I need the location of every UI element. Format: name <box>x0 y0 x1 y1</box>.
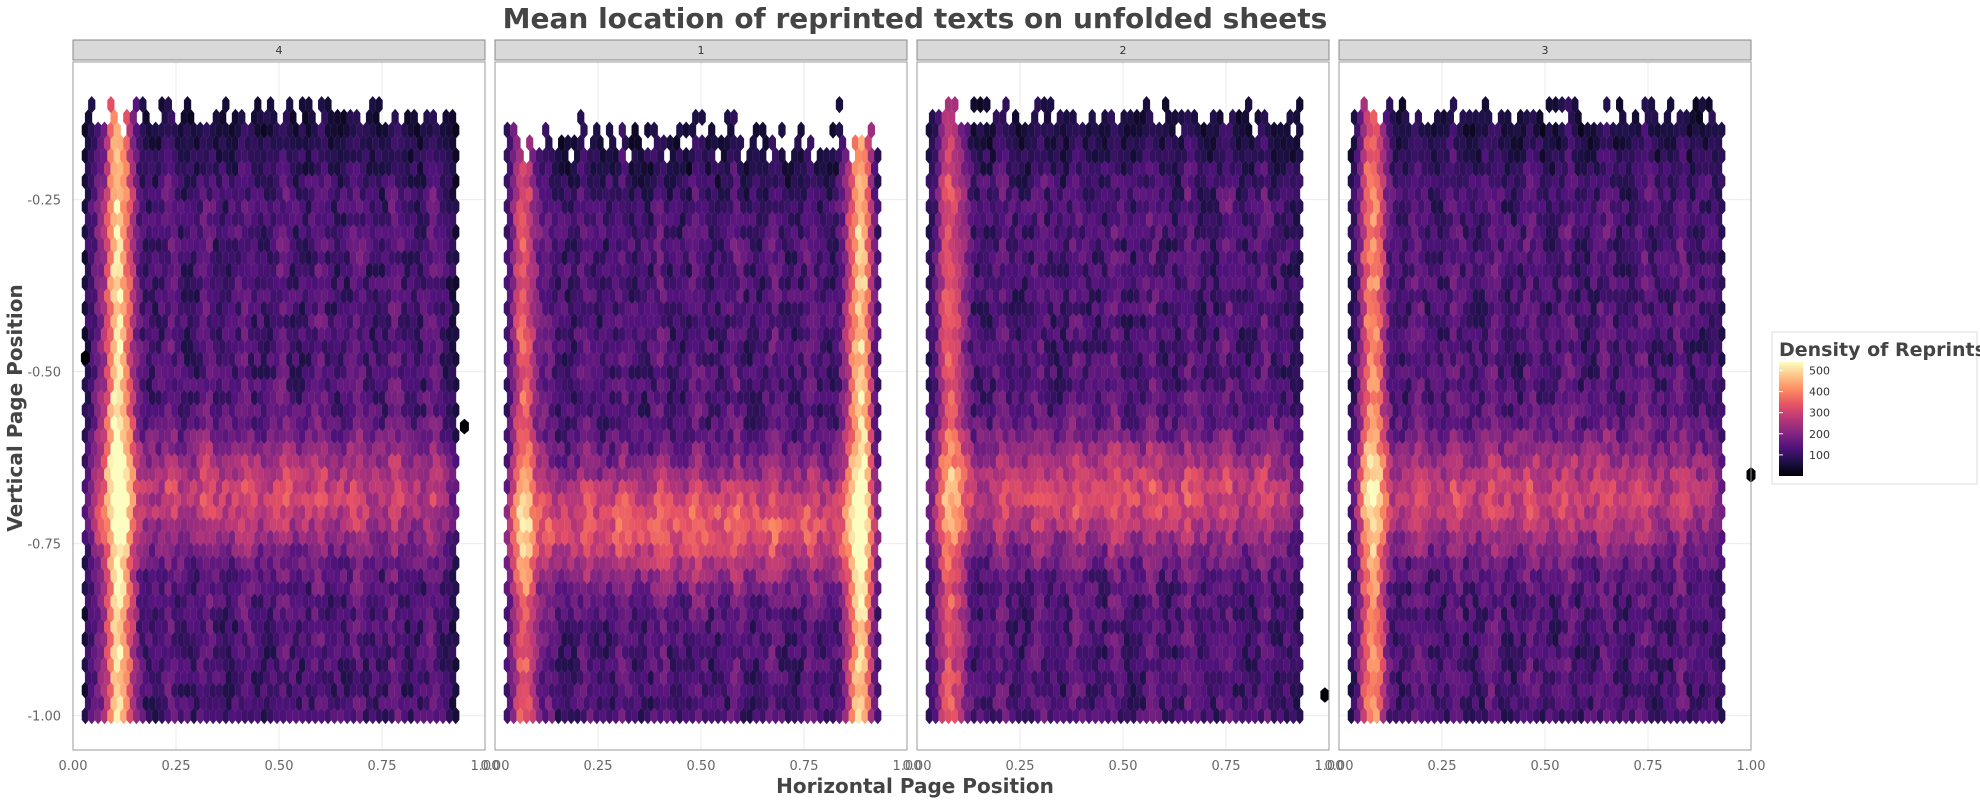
facet-panel-4: 40.00 0.25 0.50 0.75 1.00-0.25-0.50-0.75-1.0… <box>27 39 499 774</box>
x-tick-label: 0.75 <box>368 759 397 774</box>
facet-strip-label: 1 <box>698 44 705 57</box>
y-tick-label: -0.75 <box>27 538 61 553</box>
facet-strip <box>72 39 486 61</box>
x-axis-title: Horizontal Page Position <box>776 774 1054 798</box>
y-tick-label: -1.00 <box>27 710 61 725</box>
y-tick-label: -0.50 <box>27 366 61 381</box>
hexbin-cells <box>80 95 469 725</box>
y-tick-label: -0.25 <box>27 194 61 209</box>
x-tick-label: 0.50 <box>265 759 294 774</box>
chart-title: Mean location of reprinted texts on unfo… <box>503 2 1328 35</box>
facets-layer: 40.00 0.25 0.50 0.75 1.00-0.25-0.50-0.75-1.0… <box>27 39 1765 774</box>
facet-panel-1: 10.00 0.25 0.50 0.75 1.00 <box>481 39 921 774</box>
y-axis-title: Vertical Page Position <box>3 284 27 531</box>
x-tick-label: 0.25 <box>162 759 191 774</box>
facet-strip-label: 4 <box>276 44 283 57</box>
x-tick-label: 0.00 <box>59 759 88 774</box>
hexbin-cells <box>503 95 882 725</box>
